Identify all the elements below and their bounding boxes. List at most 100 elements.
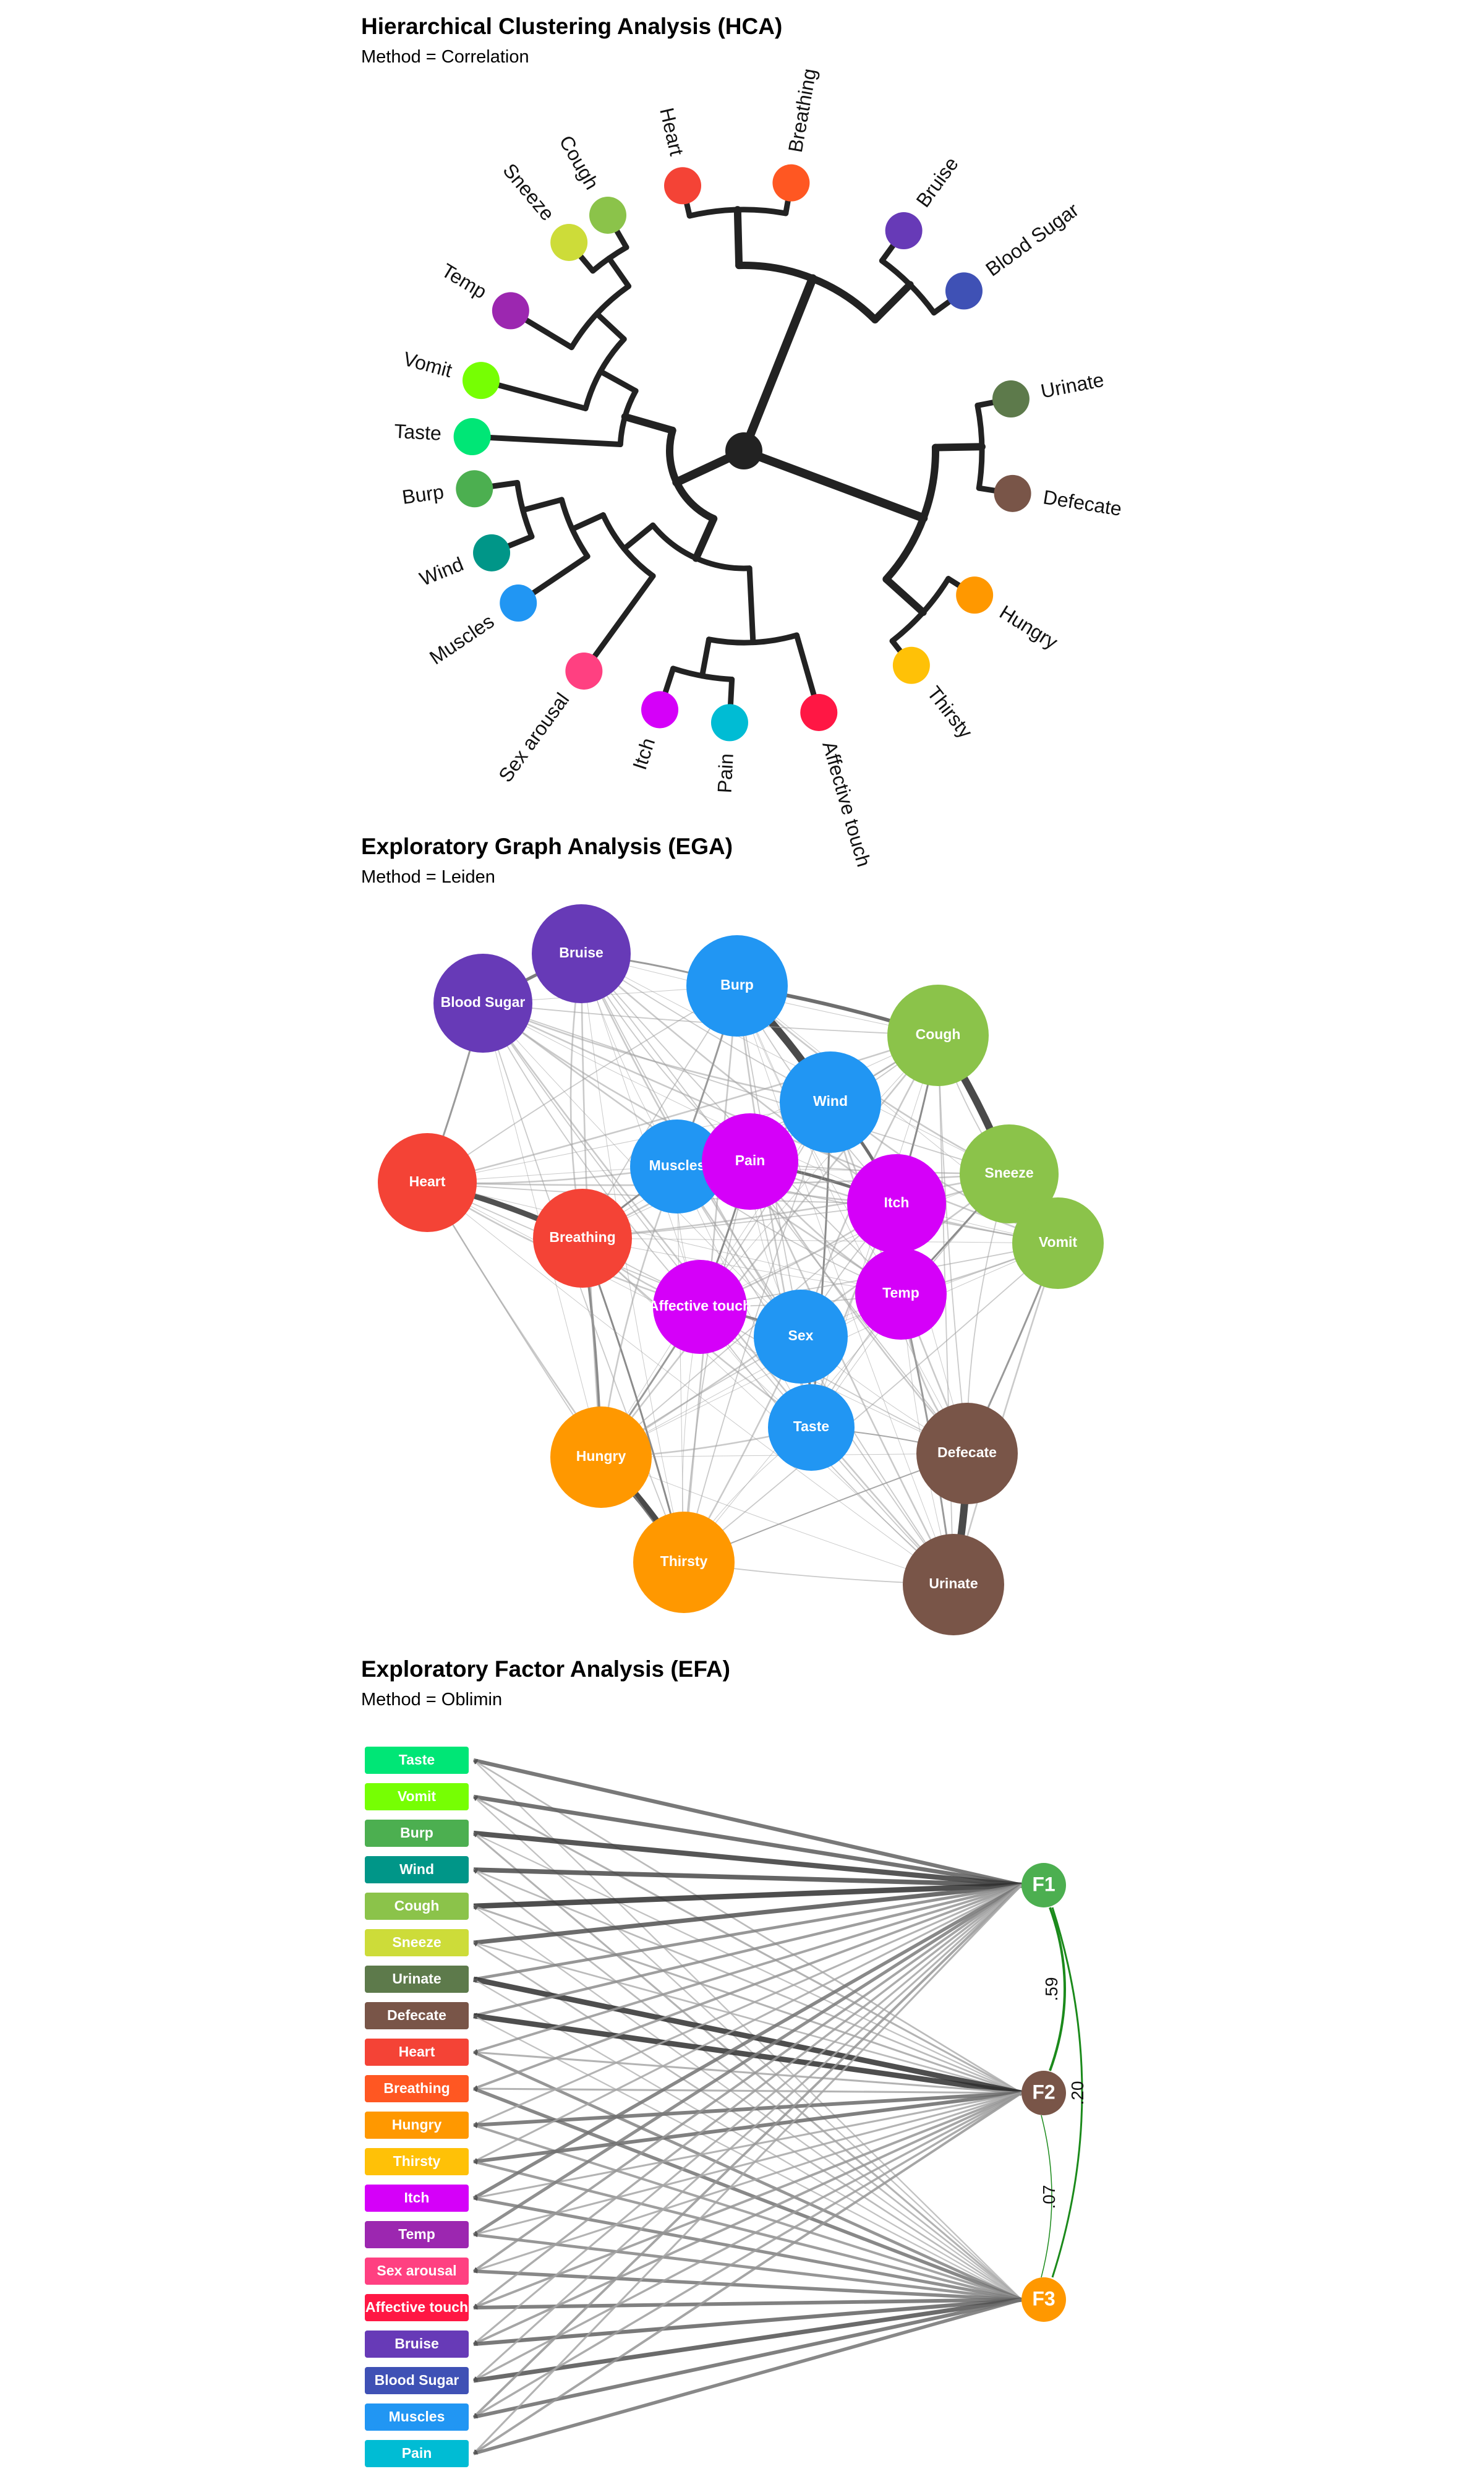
efa-item-hungry (365, 2112, 469, 2139)
efa-item-taste (365, 1747, 469, 1774)
hca-leaf-blood-sugar (945, 272, 983, 310)
efa-loading-edge (473, 2086, 1022, 2094)
ega-node-affective-touch (653, 1260, 747, 1354)
efa-loading-edge (473, 1760, 1022, 2300)
hca-leaf-label: Sex arousal (494, 688, 573, 786)
hca-root-node (725, 432, 762, 469)
efa-factor-f1 (1021, 1863, 1066, 1907)
efa-loading-edge (472, 1884, 1023, 2309)
ega-node-cough (887, 985, 989, 1086)
efa-item-label: Wind (399, 1861, 434, 1877)
efa-corr-label: .59 (1042, 1977, 1061, 2001)
hca-leaf-defecate (994, 474, 1031, 512)
efa-loading-edge (473, 1883, 1022, 2018)
efa-loading-edge (473, 2092, 1022, 2272)
efa-item-label: Itch (404, 2189, 430, 2206)
efa-corr-label: .07 (1039, 2185, 1059, 2209)
hca-leaf-label: Vomit (401, 348, 454, 382)
ega-node-itch (847, 1154, 946, 1253)
efa-item-muscles (365, 2403, 469, 2431)
efa-item-label: Thirsty (393, 2153, 441, 2169)
efa-loading-edge (473, 1794, 1022, 1888)
hca-branch (621, 413, 676, 434)
efa-loading-edge (472, 1884, 1023, 2382)
efa-loading-edge (473, 1941, 1022, 2301)
hca-panel: Hierarchical Clustering Analysis (HCA) M… (0, 0, 1484, 869)
efa-loading-edge (473, 1832, 1022, 2094)
efa-loading-edge (473, 1883, 1022, 1981)
ega-node-label: Sneeze (984, 1165, 1033, 1181)
hca-branch-arc (568, 283, 632, 351)
hca-branch (469, 434, 623, 448)
hca-leaf-pain (710, 704, 748, 742)
hca-leaf-breathing (772, 164, 810, 202)
efa-factor-correlations: .59 .20 .07 (1039, 1907, 1087, 2278)
efa-item-label: Pain (402, 2445, 432, 2461)
hca-branch-arc (889, 576, 952, 644)
ega-node-blood-sugar (433, 954, 532, 1053)
efa-loading-edge (473, 2298, 1022, 2455)
hca-leaf-label: Defecate (1042, 486, 1124, 520)
efa-item-affective-touch (365, 2294, 469, 2321)
hca-branch (746, 565, 756, 646)
hca-leaf-heart (664, 167, 702, 205)
hca-leaf-urinate (992, 380, 1030, 418)
efa-loading-edge (473, 2014, 1022, 2301)
ega-node-breathing (533, 1189, 632, 1288)
ega-node-pain (702, 1113, 798, 1210)
efa-loading-edge (473, 2091, 1022, 2164)
ega-title: Exploratory Graph Analysis (EGA) (361, 834, 733, 859)
hca-branch-arc (582, 336, 627, 411)
ega-node-label: Sex (788, 1327, 814, 1343)
hca-main-branch (740, 447, 928, 523)
efa-item-label: Breathing (383, 2080, 450, 2096)
hca-subtitle: Method = Correlation (361, 47, 529, 67)
ega-edge-weak (683, 1243, 1059, 1563)
hca-branches (469, 180, 1016, 726)
hca-branch (882, 575, 927, 616)
ega-node-wind (780, 1051, 881, 1153)
ega-node-burp (686, 935, 788, 1037)
hca-branch-arc (974, 403, 985, 491)
efa-loading-edge (473, 2013, 1022, 2096)
efa-item-breathing (365, 2075, 469, 2102)
efa-loading-edge (473, 1868, 1022, 2301)
ega-node-label: Cough (916, 1026, 961, 1042)
hca-branch-arc (706, 632, 800, 646)
efa-item-label: Burp (400, 1825, 433, 1841)
ega-edge-weak (426, 1182, 685, 1563)
efa-item-label: Muscles (389, 2408, 445, 2425)
ega-edge-weak (582, 1173, 1010, 1239)
efa-item-pain (365, 2440, 469, 2467)
hca-branch-arc (617, 388, 639, 448)
efa-loading-edge (473, 1884, 1022, 2090)
efa-item-label: Defecate (387, 2007, 446, 2023)
ega-node-sex (754, 1290, 848, 1384)
efa-item-label: Temp (398, 2226, 435, 2242)
efa-item-temp (365, 2221, 469, 2248)
efa-loading-edge (473, 2298, 1022, 2419)
hca-branch-arc (558, 497, 591, 560)
hca-branch-arc (650, 522, 753, 571)
efa-loading-edge (473, 2092, 1022, 2418)
efa-item-heart (365, 2039, 469, 2066)
efa-loading-edge (473, 2092, 1022, 2345)
ega-node-defecate (916, 1403, 1018, 1504)
ega-node-label: Taste (793, 1418, 829, 1434)
efa-item-label: Affective touch (365, 2299, 468, 2315)
efa-item-bruise (365, 2331, 469, 2358)
efa-item-label: Taste (399, 1752, 435, 1768)
hca-leaf-label: Muscles (425, 610, 498, 669)
efa-item-sneeze (365, 1929, 469, 1956)
hca-leaf-vomit (462, 362, 500, 400)
ega-node-vomit (1012, 1197, 1104, 1289)
hca-branch (871, 281, 914, 323)
efa-loading-edge (473, 1882, 1022, 1909)
ega-node-heart (378, 1133, 477, 1232)
efa-factor-label: F1 (1032, 1873, 1055, 1895)
ega-panel: Exploratory Graph Analysis (EGA) Method … (0, 829, 1484, 1651)
ega-node-urinate (903, 1534, 1004, 1635)
hca-branch-arc (666, 426, 718, 523)
ega-network: Bruise Blood Sugar Burp Cough Wind Heart Muscl… (378, 904, 1104, 1635)
ega-edge-weak (937, 1035, 954, 1585)
